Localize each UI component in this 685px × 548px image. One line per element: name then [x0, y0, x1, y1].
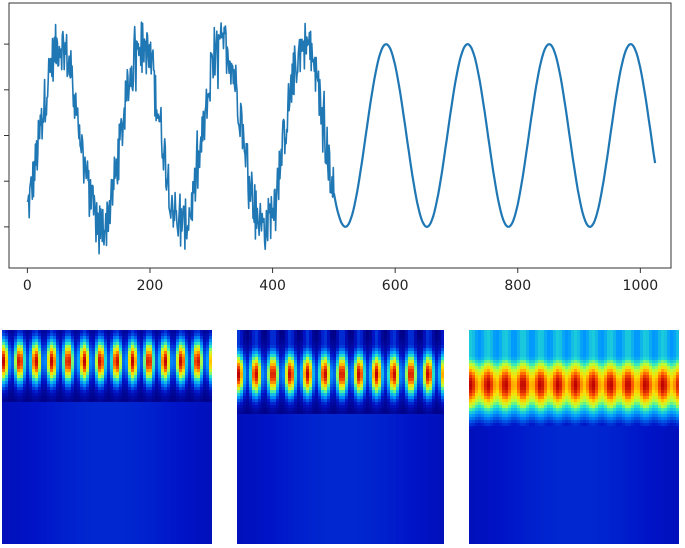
heatmap-cells [469, 330, 679, 544]
scalogram-heatmap-1-image [2, 330, 212, 544]
signal-line-chart: 0 200 400 600 800 1000 [4, 2, 672, 294]
x-axis-ticks: 0 200 400 600 800 1000 [23, 268, 658, 294]
scalogram-heatmap-3 [469, 330, 679, 544]
scalogram-heatmap-3-image [469, 330, 679, 544]
x-tick-label: 800 [504, 278, 531, 294]
scalogram-heatmap-2 [237, 330, 444, 544]
scalogram-heatmap-1 [2, 330, 212, 544]
heatmap-cells [2, 330, 212, 544]
series-layer [26, 21, 657, 255]
series-line-segment-1 [26, 21, 335, 255]
x-tick-label: 1000 [623, 278, 659, 294]
series-line-segment-2 [332, 42, 657, 228]
x-tick-label: 200 [137, 278, 164, 294]
scalogram-heatmap-2-image [237, 330, 444, 544]
x-tick-label: 400 [259, 278, 286, 294]
x-tick-label: 600 [382, 278, 409, 294]
x-tick-label: 0 [23, 278, 32, 294]
y-axis-ticks [4, 43, 9, 228]
heatmap-cells [237, 330, 444, 544]
